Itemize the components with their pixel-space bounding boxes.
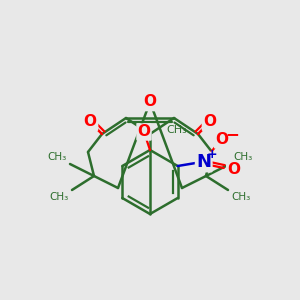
- Text: CH₃: CH₃: [233, 152, 252, 162]
- Text: CH₃: CH₃: [50, 192, 69, 202]
- Text: O: O: [203, 115, 217, 130]
- Text: −: −: [225, 125, 239, 143]
- Text: O: O: [227, 163, 240, 178]
- Text: CH₃: CH₃: [166, 125, 187, 135]
- Text: +: +: [206, 148, 217, 160]
- Text: CH₃: CH₃: [48, 152, 67, 162]
- Text: O: O: [137, 124, 151, 140]
- Text: O: O: [215, 133, 228, 148]
- Text: CH₃: CH₃: [231, 192, 250, 202]
- Text: O: O: [143, 94, 157, 110]
- Text: N: N: [196, 153, 211, 171]
- Text: O: O: [83, 115, 97, 130]
